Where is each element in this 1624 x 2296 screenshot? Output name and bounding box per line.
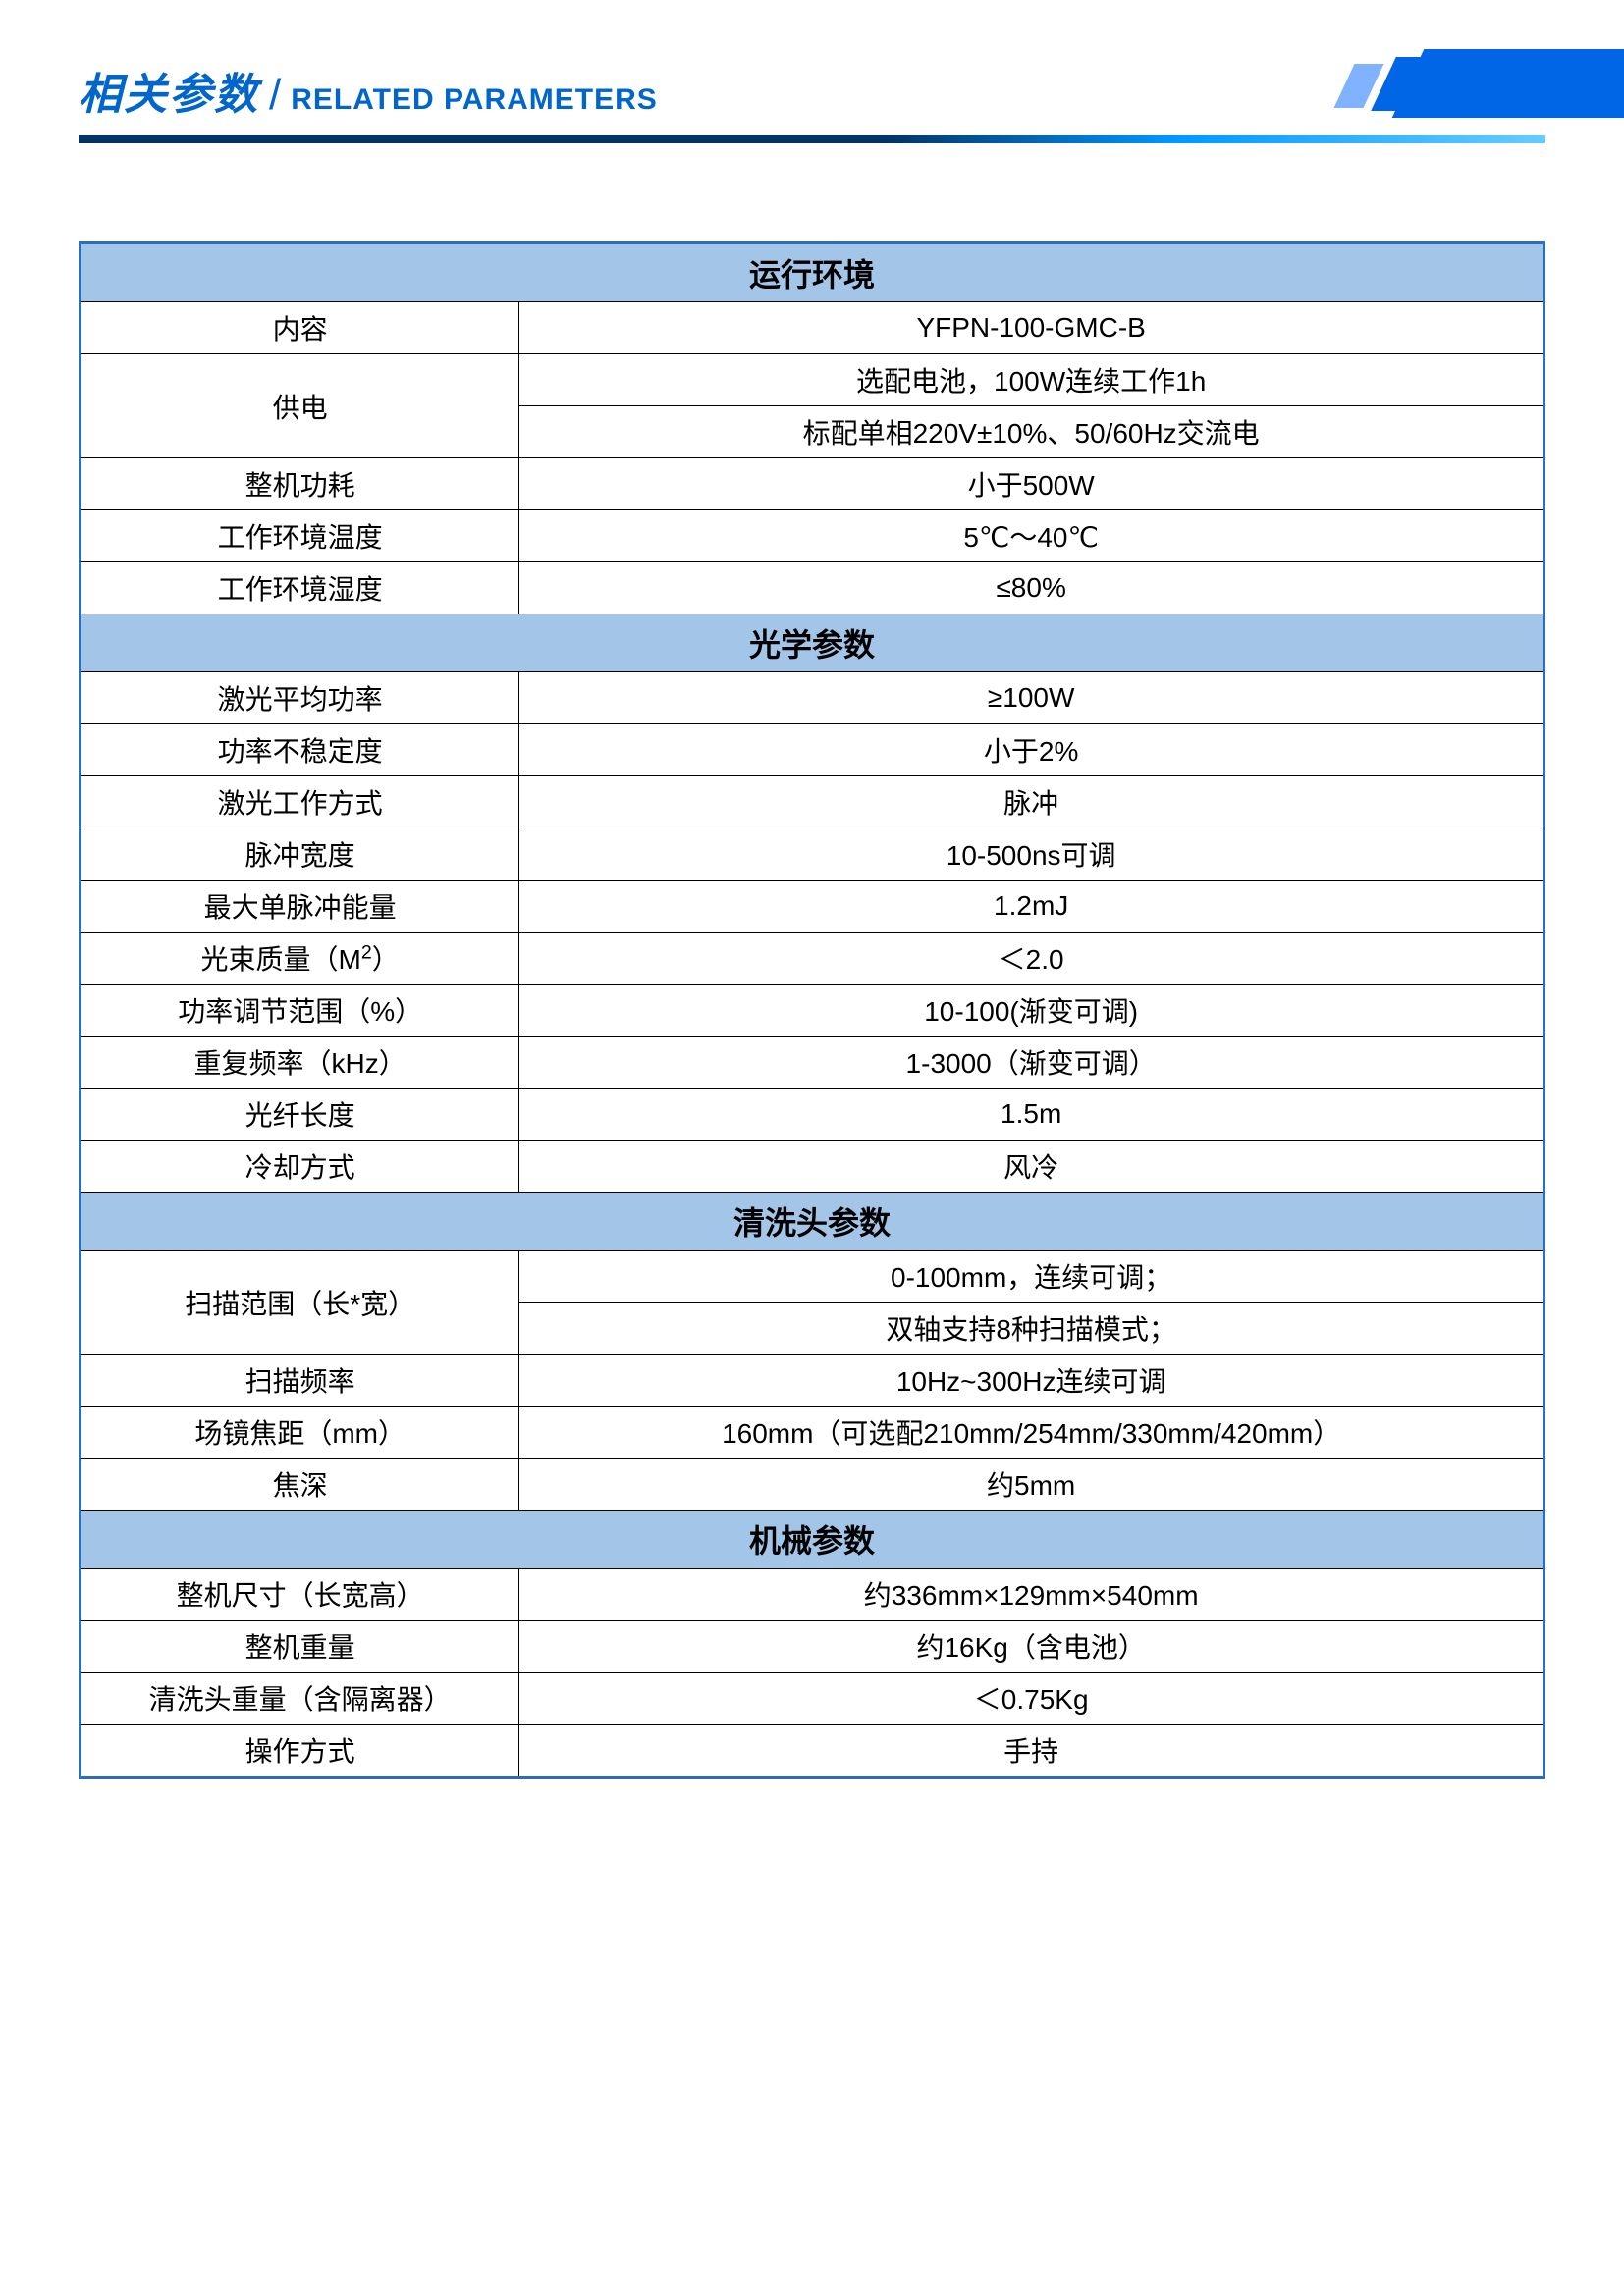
param-label: 供电 (81, 354, 519, 458)
param-value: 约5mm (519, 1459, 1544, 1511)
header-underline (79, 135, 1545, 143)
param-value: YFPN-100-GMC-B (519, 302, 1544, 354)
param-label: 扫描范围（长*宽） (81, 1251, 519, 1355)
param-value: 160mm（可选配210mm/254mm/330mm/420mm） (519, 1407, 1544, 1459)
param-value: 手持 (519, 1725, 1544, 1778)
section-header: 光学参数 (81, 614, 1544, 672)
param-label: 光纤长度 (81, 1089, 519, 1141)
decorative-corner (1231, 49, 1624, 118)
param-label: 光束质量（M2） (81, 933, 519, 985)
param-label: 整机尺寸（长宽高） (81, 1569, 519, 1621)
param-label: 激光工作方式 (81, 776, 519, 828)
param-value: 约336mm×129mm×540mm (519, 1569, 1544, 1621)
param-label: 工作环境温度 (81, 510, 519, 562)
param-value: 约16Kg（含电池） (519, 1621, 1544, 1673)
title-separator: / (269, 71, 281, 120)
param-label: 功率不稳定度 (81, 724, 519, 776)
param-label: 焦深 (81, 1459, 519, 1511)
param-value: 标配单相220V±10%、50/60Hz交流电 (519, 406, 1544, 458)
page-header: 相关参数 / RELATED PARAMETERS (0, 0, 1624, 143)
parameters-table-wrap: 运行环境内容YFPN-100-GMC-B供电选配电池，100W连续工作1h标配单… (0, 143, 1624, 1779)
param-value: 1.2mJ (519, 881, 1544, 933)
param-value: 1.5m (519, 1089, 1544, 1141)
param-value: ≤80% (519, 562, 1544, 614)
param-value: 10Hz~300Hz连续可调 (519, 1355, 1544, 1407)
param-label: 整机重量 (81, 1621, 519, 1673)
param-value: 选配电池，100W连续工作1h (519, 354, 1544, 406)
param-label: 整机功耗 (81, 458, 519, 510)
section-header: 机械参数 (81, 1511, 1544, 1569)
param-label: 工作环境湿度 (81, 562, 519, 614)
param-value: 5℃～40℃ (519, 510, 1544, 562)
param-label: 内容 (81, 302, 519, 354)
title-english: RELATED PARAMETERS (291, 83, 658, 117)
section-header: 运行环境 (81, 243, 1544, 302)
param-value: 脉冲 (519, 776, 1544, 828)
param-value: 双轴支持8种扫描模式； (519, 1303, 1544, 1355)
param-value: ＜2.0 (519, 933, 1544, 985)
param-value: 小于2% (519, 724, 1544, 776)
parameters-table: 运行环境内容YFPN-100-GMC-B供电选配电池，100W连续工作1h标配单… (79, 241, 1545, 1779)
section-header: 清洗头参数 (81, 1193, 1544, 1251)
param-label: 清洗头重量（含隔离器） (81, 1673, 519, 1725)
param-value: 1-3000（渐变可调） (519, 1037, 1544, 1089)
param-value: 小于500W (519, 458, 1544, 510)
param-label: 冷却方式 (81, 1141, 519, 1193)
param-label: 重复频率（kHz） (81, 1037, 519, 1089)
param-label: 脉冲宽度 (81, 828, 519, 881)
param-value: 10-500ns可调 (519, 828, 1544, 881)
param-value: 风冷 (519, 1141, 1544, 1193)
param-value: ＜0.75Kg (519, 1673, 1544, 1725)
param-value: 10-100(渐变可调) (519, 985, 1544, 1037)
param-label: 操作方式 (81, 1725, 519, 1778)
param-label: 扫描频率 (81, 1355, 519, 1407)
param-label: 场镜焦距（mm） (81, 1407, 519, 1459)
param-label: 激光平均功率 (81, 672, 519, 724)
param-label: 最大单脉冲能量 (81, 881, 519, 933)
param-label: 功率调节范围（%） (81, 985, 519, 1037)
title-chinese: 相关参数 (79, 59, 259, 122)
param-value: ≥100W (519, 672, 1544, 724)
param-value: 0-100mm，连续可调； (519, 1251, 1544, 1303)
